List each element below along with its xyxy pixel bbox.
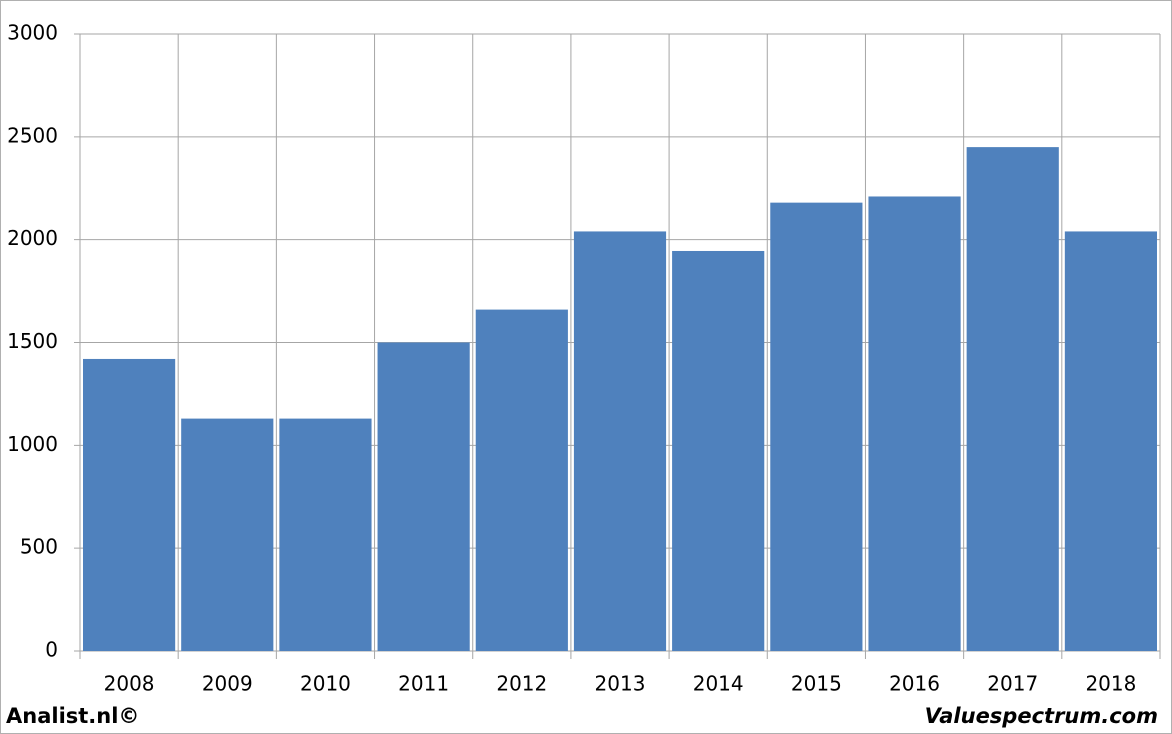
- bar: [279, 418, 372, 651]
- x-tick-label: 2018: [1085, 672, 1136, 696]
- x-tick-label: 2011: [398, 672, 449, 696]
- y-tick-label: 1500: [7, 329, 58, 353]
- x-tick-label: 2009: [202, 672, 253, 696]
- y-tick-label: 0: [45, 638, 58, 662]
- bar: [475, 309, 568, 651]
- y-tick-label: 3000: [7, 21, 58, 45]
- bar: [770, 202, 863, 651]
- bar: [377, 342, 470, 651]
- y-tick-label: 2000: [7, 226, 58, 250]
- bar: [83, 358, 176, 651]
- bar: [181, 418, 274, 651]
- x-tick-label: 2012: [496, 672, 547, 696]
- footer-right: Valuespectrum.com: [925, 704, 1158, 728]
- bar: [672, 250, 765, 651]
- x-tick-label: 2015: [791, 672, 842, 696]
- x-tick-label: 2013: [595, 672, 646, 696]
- y-tick-label: 1000: [7, 432, 58, 456]
- x-tick-label: 2014: [693, 672, 744, 696]
- x-tick-label: 2008: [104, 672, 155, 696]
- bar: [966, 147, 1059, 651]
- bar: [1064, 231, 1157, 651]
- bar: [573, 231, 667, 651]
- footer-left: Analist.nl©: [6, 704, 139, 728]
- x-tick-label: 2010: [300, 672, 351, 696]
- x-tick-label: 2016: [889, 672, 940, 696]
- x-tick-label: 2017: [987, 672, 1038, 696]
- bar: [868, 196, 961, 651]
- y-tick-label: 2500: [7, 123, 58, 147]
- y-tick-label: 500: [20, 535, 58, 559]
